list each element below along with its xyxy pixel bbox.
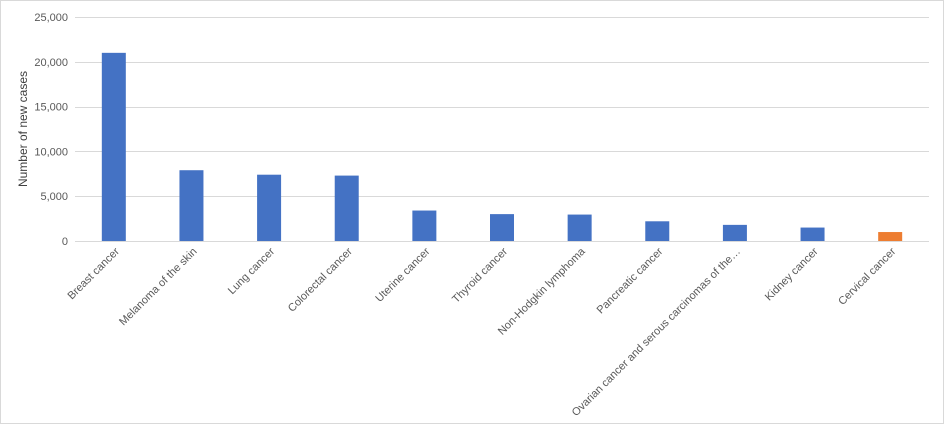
y-tick-label: 5,000 (40, 191, 68, 203)
bar (257, 174, 282, 241)
x-tick-label: Kidney cancer (763, 245, 821, 303)
bar (878, 232, 903, 241)
y-tick-label: 0 (62, 236, 68, 248)
bar (412, 210, 437, 241)
bar (645, 221, 670, 241)
bar (800, 227, 825, 241)
y-tick-label: 15,000 (34, 102, 68, 114)
x-tick-label: Ovarian cancer and serous carcinomas of … (570, 246, 743, 419)
x-tick-label: Cervical cancer (836, 245, 898, 307)
x-tick-label: Melanoma of the skin (117, 246, 199, 328)
y-axis-title: Number of new cases (16, 71, 30, 187)
x-tick-label: Pancreatic cancer (595, 245, 666, 316)
y-tick-label: 10,000 (34, 146, 68, 158)
bar (490, 214, 514, 241)
bar (722, 224, 747, 241)
bar (567, 214, 592, 241)
y-tick-label: 20,000 (34, 57, 68, 69)
x-tick-label: Non-Hodgkin lymphoma (496, 245, 589, 338)
x-tick-label: Breast cancer (65, 245, 122, 302)
x-tick-label: Thyroid cancer (450, 245, 510, 305)
y-axis-ticks: 0 5,000 10,000 15,000 20,000 25,000 (34, 12, 68, 248)
x-tick-label: Uterine cancer (373, 245, 432, 304)
x-tick-label: Lung cancer (226, 245, 278, 297)
bar (101, 52, 126, 242)
gridlines (75, 17, 929, 242)
y-tick-label: 25,000 (34, 12, 68, 24)
bar (179, 170, 204, 241)
x-tick-label: Colorectal cancer (286, 245, 355, 314)
bars (101, 52, 903, 242)
bar (334, 175, 359, 241)
